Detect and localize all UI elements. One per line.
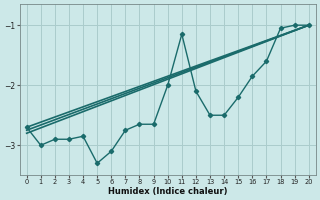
X-axis label: Humidex (Indice chaleur): Humidex (Indice chaleur) (108, 187, 228, 196)
